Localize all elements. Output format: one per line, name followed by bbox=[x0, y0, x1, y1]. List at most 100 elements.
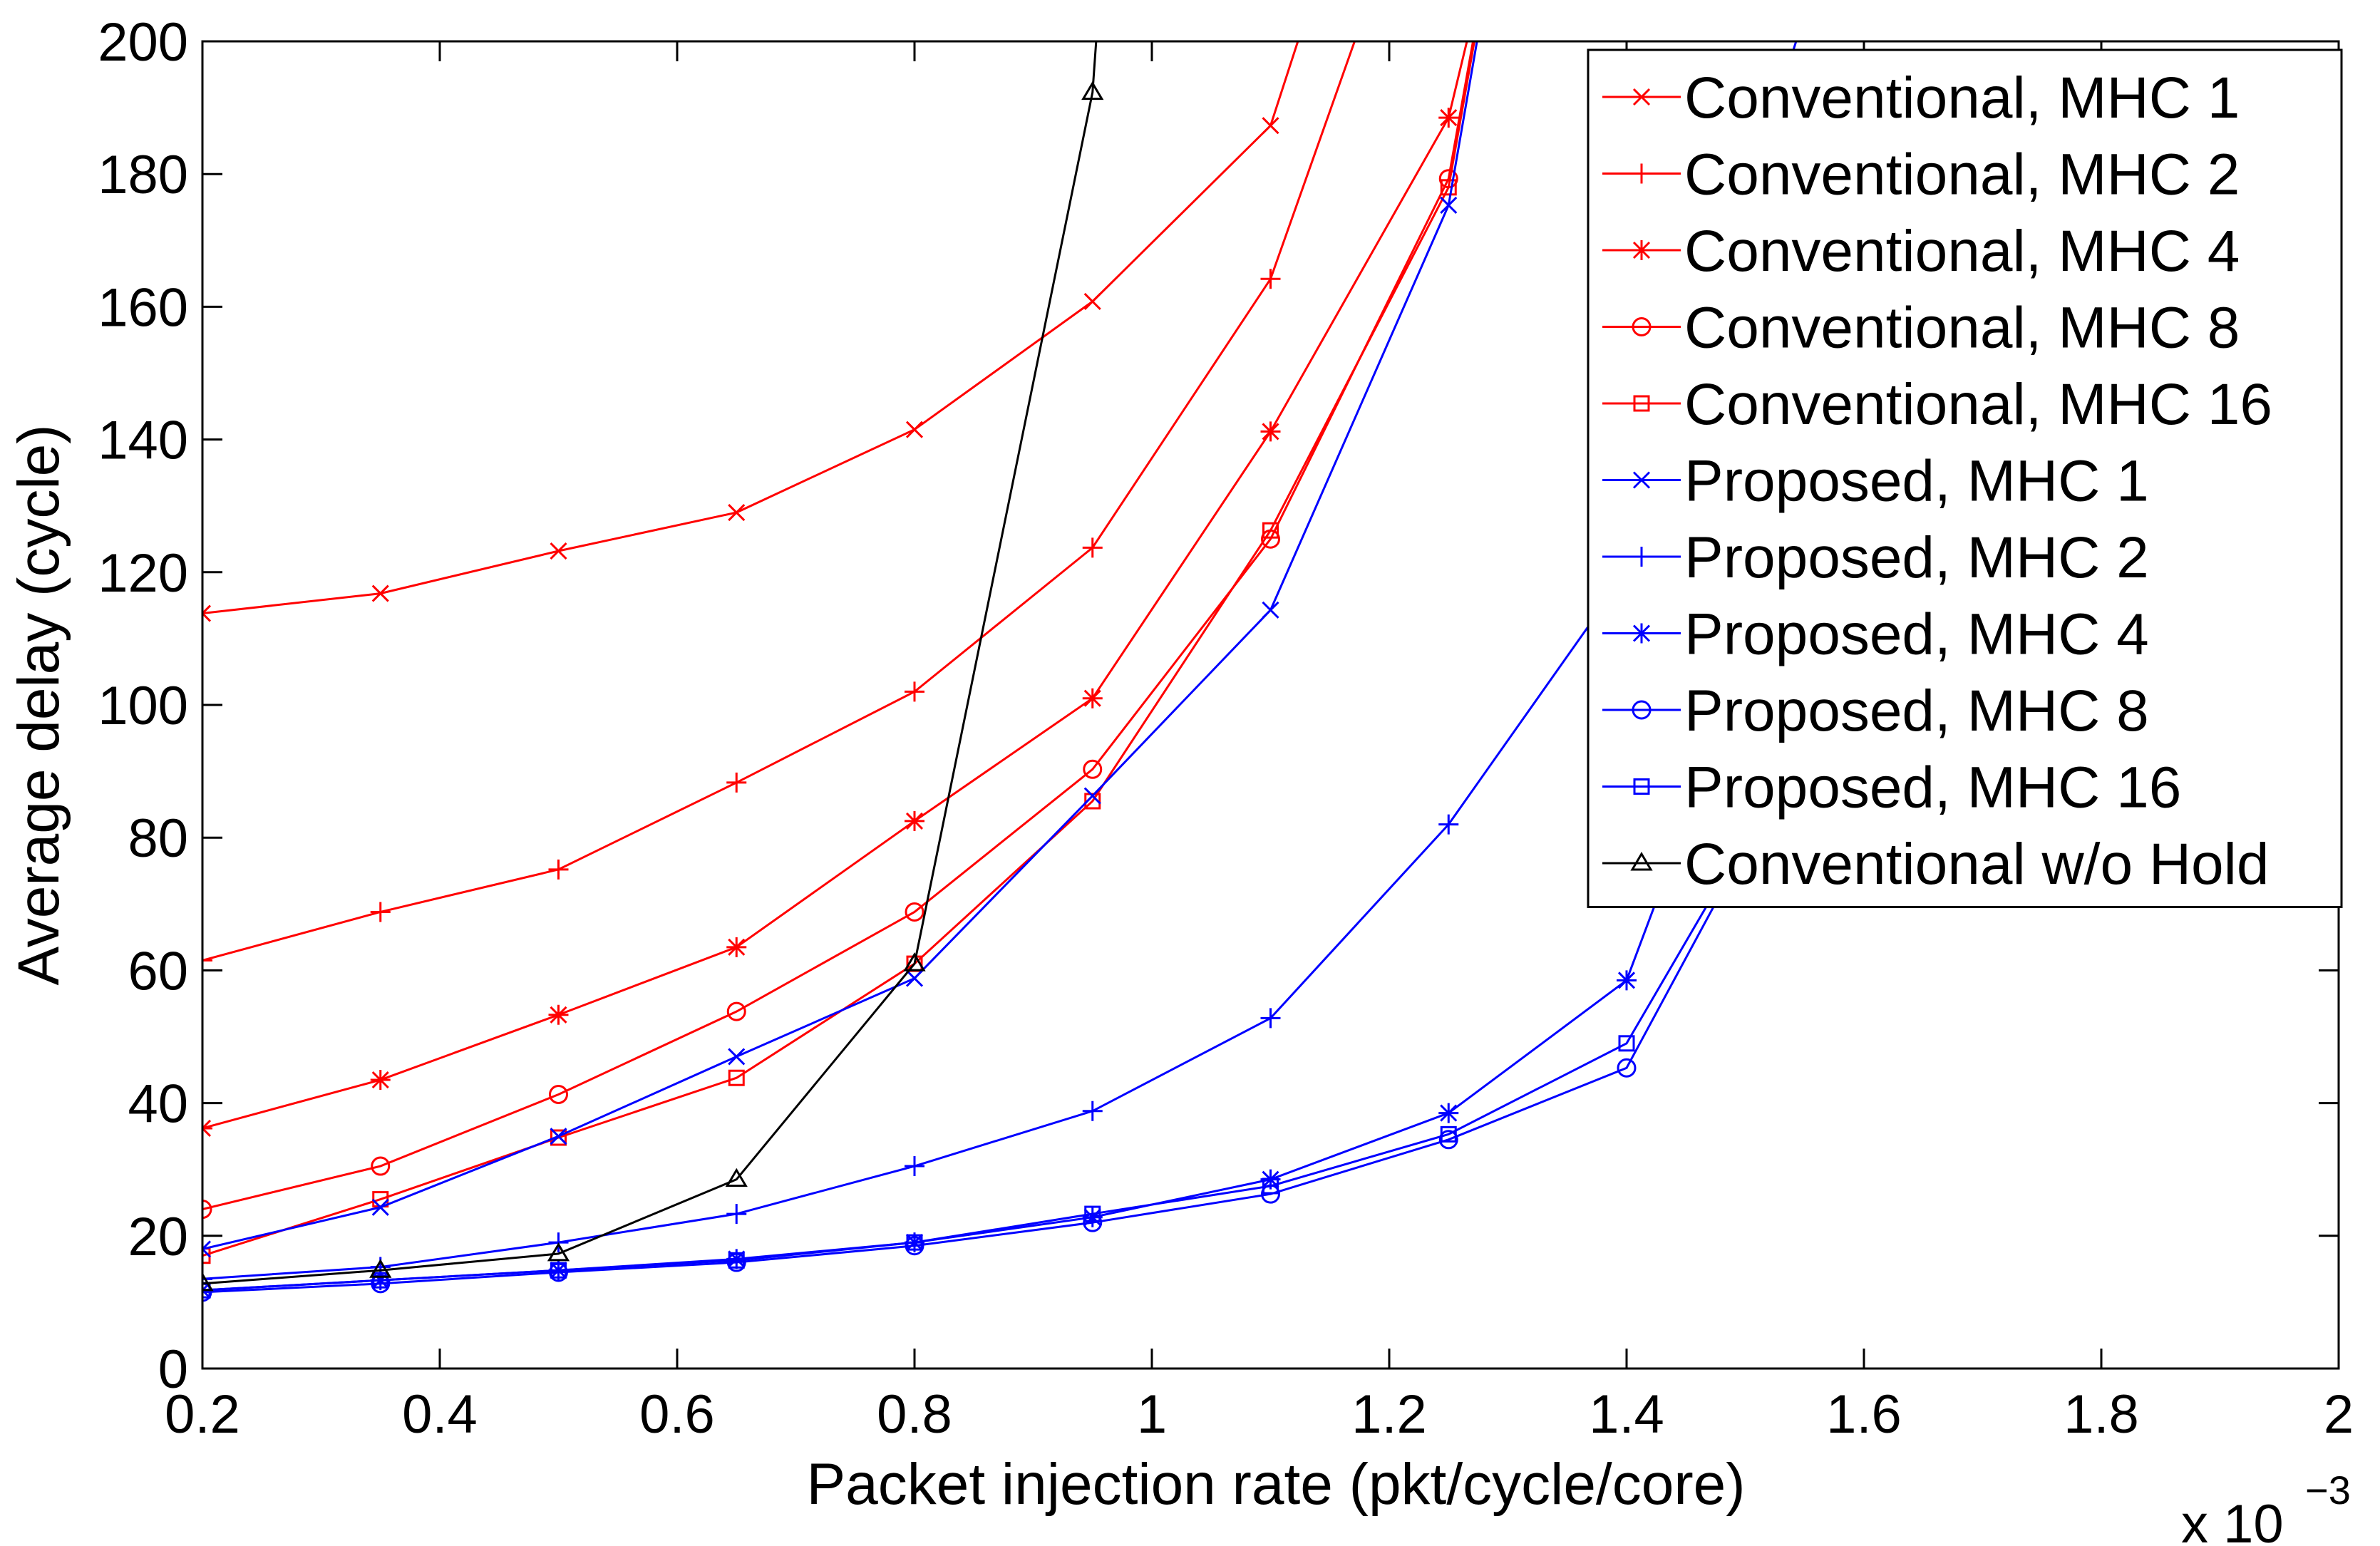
data-point bbox=[202, 950, 212, 971]
data-point bbox=[371, 584, 389, 602]
data-point bbox=[548, 859, 569, 880]
legend-label: Proposed, MHC 1 bbox=[1684, 449, 2149, 514]
data-point bbox=[371, 1198, 389, 1216]
x-tick-label: 0.8 bbox=[877, 1384, 952, 1445]
data-point bbox=[550, 1129, 567, 1146]
data-point bbox=[202, 1269, 212, 1289]
series-line bbox=[202, 41, 1299, 615]
series-line bbox=[202, 41, 1098, 1285]
legend-item: Conventional, MHC 16 bbox=[1602, 372, 2272, 437]
data-point bbox=[906, 1234, 923, 1251]
data-point bbox=[550, 1128, 567, 1145]
data-point bbox=[1260, 421, 1281, 442]
legend-box bbox=[1587, 48, 2343, 908]
legend-marker bbox=[1632, 163, 1652, 184]
legend-item: Conventional, MHC 2 bbox=[1602, 143, 2240, 207]
data-point bbox=[371, 1274, 391, 1294]
data-point bbox=[202, 604, 212, 622]
data-point bbox=[1617, 1058, 1637, 1078]
data-point bbox=[728, 1048, 746, 1066]
series-9 bbox=[202, 728, 1815, 1302]
x-tick-label: 1.4 bbox=[1589, 1384, 1664, 1445]
data-point bbox=[370, 902, 391, 922]
data-point bbox=[728, 503, 746, 522]
y-tick-label: 180 bbox=[98, 145, 188, 205]
data-point bbox=[725, 1168, 748, 1187]
legend-label: Conventional, MHC 4 bbox=[1684, 219, 2240, 284]
legend-label: Conventional w/o Hold bbox=[1684, 832, 2269, 897]
data-point bbox=[903, 952, 926, 972]
data-point bbox=[550, 1262, 567, 1279]
data-point bbox=[1082, 688, 1103, 708]
legend-marker bbox=[1632, 623, 1652, 644]
series-11 bbox=[202, 41, 1104, 1292]
data-point bbox=[1617, 970, 1637, 991]
data-point bbox=[1083, 759, 1103, 779]
series-3 bbox=[202, 41, 1468, 1138]
legend-label: Proposed, MHC 4 bbox=[1684, 602, 2149, 667]
data-point bbox=[726, 1249, 747, 1269]
data-point bbox=[905, 1156, 924, 1177]
data-point bbox=[1438, 1130, 1458, 1150]
data-point bbox=[372, 1272, 389, 1289]
y-tick-label: 0 bbox=[158, 1339, 188, 1400]
data-point bbox=[905, 902, 924, 922]
series-line bbox=[202, 41, 1475, 1211]
series-layer bbox=[202, 41, 1815, 1302]
legend-item: Conventional w/o Hold bbox=[1602, 832, 2269, 897]
data-point bbox=[1082, 537, 1103, 558]
data-point bbox=[728, 1069, 745, 1086]
series-6 bbox=[202, 41, 1478, 1258]
data-point bbox=[369, 1259, 392, 1278]
data-point bbox=[1083, 787, 1101, 805]
data-point bbox=[1440, 1125, 1457, 1143]
legend-item: Proposed, MHC 8 bbox=[1602, 679, 2149, 743]
legend-label: Proposed, MHC 8 bbox=[1684, 679, 2149, 743]
data-point bbox=[547, 1242, 570, 1262]
tick-labels: 0.2 0.4 0.6 0.8 1 1.2 1.4 1.6 1.8 202040608010012… bbox=[98, 12, 2354, 1445]
legend: Conventional, MHC 1 Conventional, MHC 2 Co… bbox=[1587, 48, 2343, 908]
data-point bbox=[905, 681, 924, 702]
legend-label: Conventional, MHC 16 bbox=[1684, 372, 2272, 437]
data-point bbox=[1082, 1101, 1103, 1121]
legend-marker bbox=[1633, 395, 1650, 412]
data-point bbox=[1082, 1207, 1103, 1227]
legend-label: Proposed, MHC 16 bbox=[1684, 756, 2181, 820]
data-point bbox=[1618, 1035, 1635, 1052]
x-tick-label: 0.4 bbox=[402, 1384, 478, 1445]
data-point bbox=[549, 1084, 568, 1104]
x-axis-label: Packet injection rate (pkt/cycle/core) bbox=[806, 1452, 1745, 1517]
legend-label: Conventional, MHC 1 bbox=[1684, 66, 2240, 130]
legend-marker bbox=[1632, 471, 1651, 489]
data-point bbox=[726, 1001, 746, 1021]
x-tick-label: 1.6 bbox=[1826, 1384, 1902, 1445]
legend-marker bbox=[1632, 240, 1652, 260]
legend-marker bbox=[1632, 547, 1652, 567]
y-tick-label: 80 bbox=[128, 808, 188, 869]
legend-item: Proposed, MHC 1 bbox=[1602, 449, 2149, 514]
legend-item: Proposed, MHC 16 bbox=[1602, 756, 2181, 820]
series-1 bbox=[202, 41, 1299, 622]
legend-item: Conventional, MHC 1 bbox=[1602, 66, 2240, 130]
series-line bbox=[202, 737, 1806, 1292]
y-tick-label: 120 bbox=[98, 543, 188, 604]
data-point bbox=[371, 1156, 391, 1176]
legend-item: Proposed, MHC 2 bbox=[1602, 525, 2149, 590]
legend-item: Conventional, MHC 8 bbox=[1602, 296, 2240, 361]
data-point bbox=[1262, 1177, 1279, 1195]
data-point bbox=[1260, 1008, 1281, 1029]
legend-label: Conventional, MHC 8 bbox=[1684, 296, 2240, 361]
legend-marker bbox=[1632, 88, 1651, 106]
x-multiplier-exponent: −3 bbox=[2305, 1468, 2351, 1512]
data-point bbox=[202, 1240, 212, 1258]
data-point bbox=[1083, 292, 1101, 311]
data-point bbox=[726, 1204, 747, 1225]
data-point bbox=[1438, 814, 1459, 835]
data-point bbox=[548, 1004, 569, 1025]
data-point bbox=[1081, 81, 1104, 101]
x-axis-multiplier: x 10 −3 bbox=[2181, 1468, 2351, 1546]
data-point bbox=[1440, 196, 1458, 215]
data-point bbox=[202, 1282, 212, 1302]
legend-item: Proposed, MHC 4 bbox=[1602, 602, 2149, 667]
